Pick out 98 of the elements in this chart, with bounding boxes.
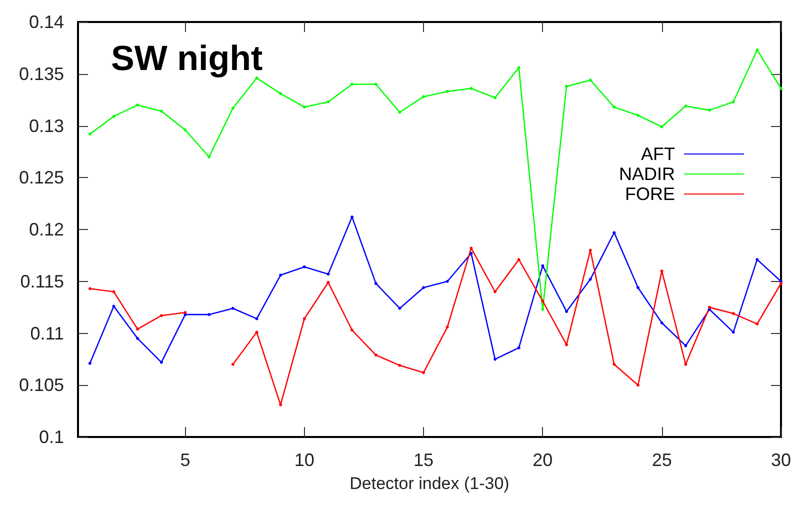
- point: [636, 384, 640, 387]
- point: [446, 326, 449, 329]
- point: [756, 322, 759, 326]
- point: [541, 308, 544, 311]
- point: [636, 114, 640, 117]
- point: [470, 252, 473, 255]
- point: [302, 106, 306, 109]
- x-tick-label: 30: [770, 450, 792, 470]
- point: [684, 362, 688, 366]
- point: [756, 258, 759, 262]
- point: [470, 86, 473, 90]
- y-tick-label: 0.12: [28, 220, 64, 240]
- point: [231, 106, 234, 110]
- y-tick-label: 0.14: [28, 12, 64, 32]
- point: [160, 110, 163, 113]
- point: [326, 100, 330, 104]
- point: [255, 317, 258, 320]
- text: SW night: [111, 39, 263, 78]
- point: [541, 300, 544, 303]
- point: [565, 343, 568, 346]
- point: [88, 362, 92, 365]
- point: [732, 312, 735, 316]
- legend-label: NADIR: [618, 164, 675, 184]
- legend-label: AFT: [641, 144, 675, 164]
- x-tick-label: 25: [652, 450, 672, 470]
- point: [231, 362, 234, 366]
- point: [446, 280, 449, 283]
- point: [136, 336, 140, 340]
- point: [779, 86, 782, 90]
- point: [708, 108, 711, 112]
- x-tick-label: 5: [180, 450, 190, 470]
- point: [612, 106, 616, 109]
- point: [517, 258, 520, 262]
- point: [660, 125, 664, 128]
- point: [279, 403, 282, 406]
- point: [660, 270, 664, 272]
- point: [112, 290, 116, 294]
- point: [494, 290, 497, 294]
- point: [112, 304, 116, 308]
- point: [350, 82, 354, 86]
- point: [374, 82, 378, 86]
- point: [565, 84, 568, 88]
- point: [398, 306, 402, 310]
- point: [279, 92, 282, 96]
- point: [636, 286, 640, 290]
- point: [684, 104, 688, 108]
- point: [302, 317, 306, 320]
- point: [517, 66, 520, 70]
- point: [494, 96, 497, 100]
- y-tick-label: 0.135: [18, 64, 64, 84]
- point: [326, 272, 330, 276]
- point: [184, 128, 187, 132]
- point: [732, 330, 735, 334]
- point: [88, 287, 92, 290]
- line-series: [88, 216, 782, 365]
- point: [255, 330, 258, 334]
- point: [612, 231, 616, 234]
- point: [422, 371, 426, 374]
- point: [350, 328, 354, 332]
- point: [302, 265, 306, 268]
- point: [326, 280, 330, 284]
- point: [446, 90, 449, 94]
- point: [660, 321, 664, 324]
- legend-label: FORE: [624, 184, 675, 204]
- point: [374, 354, 378, 357]
- y-tick-label: 0.11: [30, 323, 64, 344]
- point: [279, 274, 282, 277]
- x-tick-label: 20: [532, 450, 553, 470]
- point: [494, 358, 497, 361]
- point: [160, 314, 163, 318]
- x-tick-label: 10: [294, 450, 314, 470]
- point: [160, 360, 163, 364]
- point: [541, 264, 544, 268]
- y-tick-label: 0.105: [18, 375, 64, 396]
- y-tick-label: 0.1: [38, 427, 64, 447]
- point: [470, 246, 473, 250]
- point: [374, 282, 378, 285]
- point: [208, 313, 211, 316]
- point: [684, 344, 688, 348]
- point: [612, 362, 616, 366]
- point: [398, 110, 402, 114]
- point: [136, 328, 140, 331]
- point: [422, 286, 426, 290]
- point: [422, 95, 426, 98]
- x-tick-label: 15: [414, 450, 434, 470]
- point: [231, 306, 234, 310]
- point: [88, 132, 92, 136]
- y-tick-label: 0.125: [18, 168, 64, 188]
- point: [398, 364, 402, 367]
- y-tick-label: 0.115: [20, 271, 64, 292]
- x-axis-title: Detector index (1-30): [350, 474, 510, 493]
- point: [588, 78, 592, 82]
- y-tick-label: 0.13: [28, 116, 64, 136]
- point: [732, 100, 735, 104]
- point: [208, 155, 211, 158]
- point: [184, 311, 187, 314]
- point: [588, 278, 592, 281]
- point: [112, 114, 116, 118]
